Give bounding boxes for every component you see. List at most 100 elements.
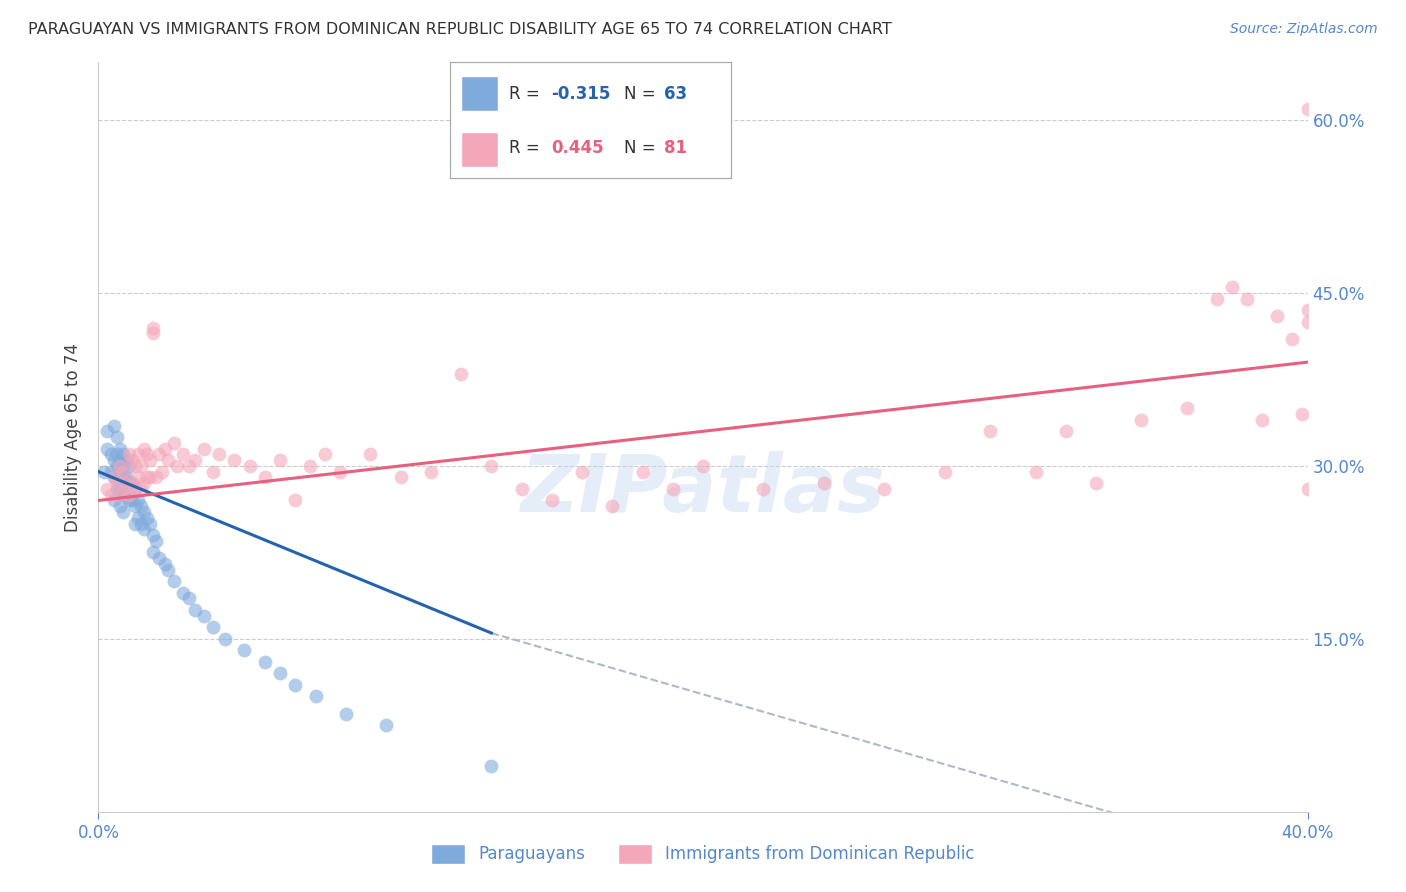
FancyBboxPatch shape [461,77,498,112]
Point [96,425,118,439]
Point [111,470,134,484]
Point [1054,425,1077,439]
Point [329,465,352,479]
Point [420,465,443,479]
Point [1175,401,1198,416]
Point [1130,413,1153,427]
Point [135,470,157,484]
Point [108,465,131,479]
Point [184,603,207,617]
Point [135,447,157,461]
Point [124,516,146,531]
Point [127,470,149,484]
Point [103,418,125,433]
Point [100,465,122,479]
Point [193,608,215,623]
Point [121,476,143,491]
Point [193,442,215,456]
Point [142,326,165,341]
Point [121,453,143,467]
Text: N =: N = [624,85,661,103]
Point [335,706,357,721]
Point [253,655,276,669]
Text: R =: R = [509,139,546,157]
Point [1296,482,1319,496]
Point [540,493,562,508]
Point [1296,315,1319,329]
Point [661,482,683,496]
Point [208,447,231,461]
Y-axis label: Disability Age 65 to 74: Disability Age 65 to 74 [65,343,83,532]
Point [873,482,896,496]
Point [153,557,176,571]
Point [108,482,131,496]
Point [127,493,149,508]
Point [105,447,128,461]
Point [129,516,152,531]
Point [121,476,143,491]
Point [124,482,146,496]
Point [118,458,141,473]
Point [163,574,186,589]
Point [148,551,170,566]
Point [103,470,125,484]
Point [269,666,291,681]
Point [145,470,167,484]
Point [103,453,125,467]
Point [132,476,155,491]
Point [1206,292,1229,306]
Legend: Paraguayans, Immigrants from Dominican Republic: Paraguayans, Immigrants from Dominican R… [425,838,981,871]
Point [979,425,1001,439]
Point [299,458,322,473]
Point [179,458,201,473]
Point [93,465,115,479]
FancyBboxPatch shape [461,132,498,167]
Point [111,447,134,461]
Point [142,320,165,334]
Point [148,447,170,461]
Point [156,563,179,577]
Text: Source: ZipAtlas.com: Source: ZipAtlas.com [1230,22,1378,37]
Point [510,482,533,496]
Point [184,453,207,467]
Point [389,470,412,484]
Text: 81: 81 [664,139,686,157]
Point [124,500,146,514]
Point [105,476,128,491]
Point [481,458,503,473]
Point [108,488,131,502]
Point [305,690,328,704]
Point [111,505,134,519]
Point [374,718,396,732]
Point [481,758,503,772]
Point [114,488,136,502]
Point [1296,102,1319,116]
Point [111,482,134,496]
Point [156,453,179,467]
Point [105,482,128,496]
Point [108,442,131,456]
Point [132,505,155,519]
Point [108,453,131,467]
Point [114,470,136,484]
Text: R =: R = [509,85,546,103]
Point [172,585,194,599]
Point [118,476,141,491]
Point [129,482,152,496]
Point [127,447,149,461]
Point [934,465,956,479]
Point [631,465,654,479]
Text: PARAGUAYAN VS IMMIGRANTS FROM DOMINICAN REPUBLIC DISABILITY AGE 65 TO 74 CORRELA: PARAGUAYAN VS IMMIGRANTS FROM DOMINICAN … [28,22,891,37]
Point [142,528,165,542]
Text: ZIPatlas: ZIPatlas [520,450,886,529]
Point [124,482,146,496]
Text: 63: 63 [664,85,686,103]
Point [172,447,194,461]
Point [253,470,276,484]
Point [284,678,307,692]
Point [813,476,835,491]
Point [602,500,624,514]
Point [1251,413,1274,427]
Point [239,458,262,473]
Point [284,493,307,508]
